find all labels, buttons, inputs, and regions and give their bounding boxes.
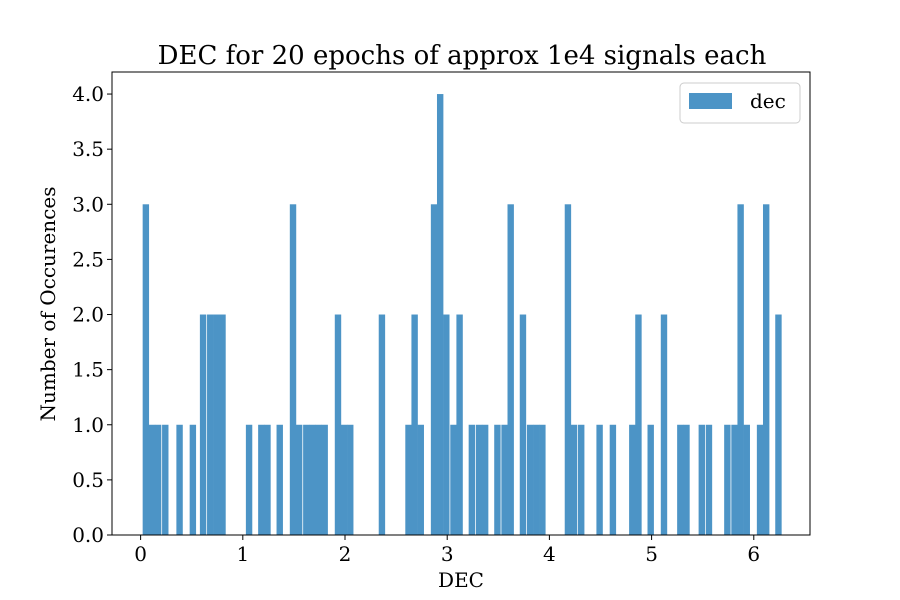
legend: dec [679,82,801,124]
histogram-bar [647,424,654,535]
histogram-bar [609,424,617,535]
histogram-bar [481,424,489,535]
histogram-bar [199,314,207,535]
histogram-bar [303,424,310,535]
histogram-bar [436,94,444,536]
x-tick-label: 4 [543,542,556,566]
histogram-bar [635,314,642,535]
histogram-bar [596,424,603,535]
histogram-bar [775,314,782,535]
histogram-bar [443,314,450,535]
histogram-bar [289,204,297,536]
histogram-bar [213,314,220,535]
histogram-bar [189,424,197,535]
histogram-bar [456,314,463,535]
bars-layer [142,94,782,536]
legend-swatch [689,93,732,109]
y-tick-label: 3.5 [72,137,104,161]
x-tick-label: 6 [747,542,760,566]
histogram-bar [564,204,572,536]
histogram-bar [142,204,150,536]
histogram-bar [148,424,156,535]
histogram-bar [207,314,214,535]
histogram-bar [731,424,738,535]
histogram-bar [743,424,750,535]
y-tick-label: 4.0 [72,82,104,106]
histogram-bar [578,424,585,535]
histogram-bar [295,424,303,535]
histogram-bar [737,204,744,536]
histogram-bar [724,424,731,535]
histogram-bar [309,424,316,535]
histogram-bar [526,424,534,535]
histogram-bar [334,314,342,535]
y-axis-label: Number of Occurences [36,187,60,422]
x-tick-label: 5 [645,542,658,566]
histogram-bar [264,424,271,535]
histogram-bar [756,424,764,535]
histogram-bar [519,314,527,535]
histogram-bar [258,424,265,535]
y-tick-label: 1.5 [72,358,104,382]
histogram-bar [378,314,386,535]
histogram-bar [411,314,418,535]
histogram-bar [245,424,253,535]
histogram-bar [276,424,283,535]
histogram-bar [417,424,424,535]
legend-label: dec [750,89,786,113]
histogram-bar [405,424,412,535]
x-axis-label: DEC [438,568,484,592]
histogram-bar [629,424,636,535]
histogram-bar [762,204,770,536]
histogram-bar [570,424,578,535]
histogram-bar [219,314,226,535]
histogram-bar [347,424,354,535]
x-tick-label: 0 [134,542,147,566]
histogram-bar [539,424,546,535]
histogram-bar [507,204,514,536]
histogram-bar [176,424,183,535]
y-tick-label: 2.0 [72,303,104,327]
histogram-bar [468,424,476,535]
histogram-bar [450,424,457,535]
y-tick-label: 0.5 [72,468,104,492]
y-tick-label: 3.0 [72,192,104,216]
histogram-bar [698,424,706,535]
histogram-bar [315,424,322,535]
histogram-bar [677,424,684,535]
histogram-bar [494,424,501,535]
histogram-bar [321,424,328,535]
y-tick-label: 0.0 [72,523,104,547]
histogram-bar [533,424,540,535]
x-tick-label: 3 [441,542,454,566]
axes-layer: 0 1 2 3 4 5 6 0.0 0.5 1.0 1.5 2.0 2.5 3.0 3.5 4.0 [72,71,811,566]
chart-title: DEC for 20 epochs of approx 1e4 signals … [158,41,767,71]
x-tick-label: 1 [236,542,249,566]
histogram-bar [162,424,169,535]
y-tick-label: 2.5 [72,247,104,271]
x-tick-label: 2 [339,542,352,566]
histogram-bar [430,204,438,536]
plot-frame [111,71,811,536]
histogram-bar [340,424,348,535]
histogram-bar [154,424,162,535]
y-tick-label: 1.0 [72,413,104,437]
histogram-bar [501,424,508,535]
histogram-bar [705,424,713,535]
histogram-bar [660,314,668,535]
histogram-bar [475,424,483,535]
histogram-bar [683,424,690,535]
